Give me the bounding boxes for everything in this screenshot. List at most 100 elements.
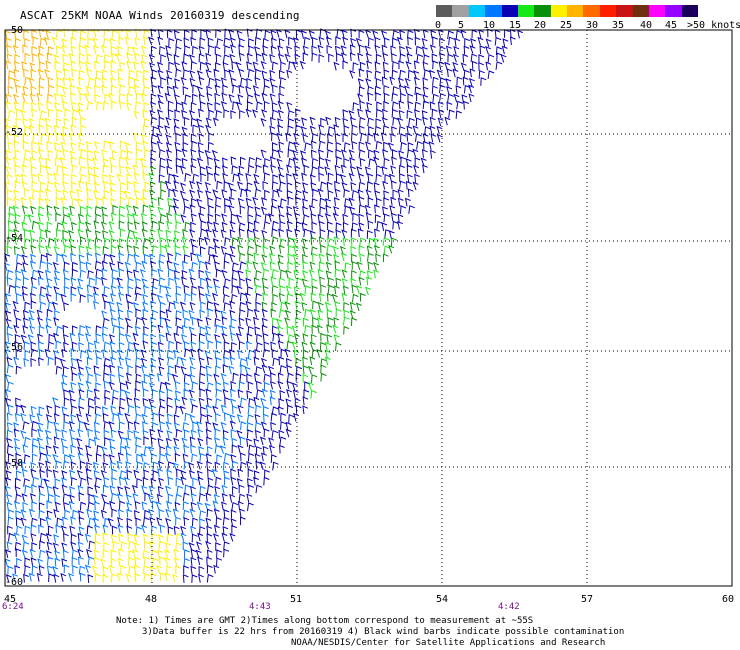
wind-barb — [189, 397, 196, 407]
wind-barb — [219, 445, 226, 454]
wind-barb — [127, 557, 135, 566]
wind-barb — [342, 36, 349, 46]
wind-barb — [152, 557, 159, 567]
wind-barb — [70, 252, 76, 262]
wind-barb — [136, 477, 143, 487]
wind-barb — [141, 501, 148, 511]
wind-barb — [23, 125, 31, 135]
wind-barb — [229, 414, 236, 423]
wind-barb — [214, 165, 221, 175]
wind-barb — [166, 85, 173, 95]
wind-barb — [21, 205, 28, 215]
wind-barb — [135, 148, 142, 158]
wind-barb — [5, 157, 12, 166]
wind-barb — [293, 412, 299, 422]
wind-barb — [94, 245, 101, 255]
wind-barb — [421, 46, 428, 56]
legend-label: 35 — [612, 20, 625, 31]
wind-barb — [47, 301, 55, 311]
wind-barb — [412, 125, 419, 134]
wind-barb — [80, 124, 87, 134]
wind-barb — [235, 332, 242, 342]
wind-barb — [286, 173, 292, 183]
wind-barb — [190, 37, 197, 46]
wind-barb — [184, 94, 191, 103]
wind-barb — [45, 413, 52, 423]
wind-barb — [174, 398, 181, 407]
wind-barb — [135, 292, 142, 302]
wind-barb — [23, 214, 31, 223]
wind-barb — [348, 110, 355, 119]
wind-barb — [30, 245, 37, 254]
wind-barb — [215, 29, 222, 38]
wind-barb — [405, 45, 412, 55]
wind-barb — [286, 388, 292, 398]
wind-barb — [277, 149, 284, 159]
wind-barb — [383, 141, 389, 151]
wind-barb — [309, 356, 316, 366]
wind-barb — [214, 333, 221, 343]
wind-barb — [71, 405, 78, 415]
wind-barb — [24, 52, 31, 62]
legend-label: 15 — [509, 20, 522, 31]
wind-barb — [272, 357, 280, 367]
wind-barb — [376, 220, 384, 230]
wind-barb — [189, 373, 196, 383]
wind-barb — [15, 277, 22, 287]
wind-barb — [214, 92, 221, 102]
wind-barb — [118, 93, 126, 102]
wind-barb — [261, 301, 268, 311]
wind-barb — [134, 286, 142, 295]
wind-barb — [382, 52, 389, 62]
wind-barb — [80, 349, 87, 359]
wind-barb — [237, 468, 244, 478]
wind-barb — [399, 180, 406, 190]
wind-barb — [221, 221, 228, 231]
wind-barb — [87, 397, 95, 407]
wind-barb — [302, 373, 309, 383]
wind-barb — [422, 100, 430, 110]
wind-barb — [151, 389, 158, 398]
wind-barb — [326, 334, 333, 343]
wind-barb — [280, 421, 287, 430]
wind-barb — [31, 542, 38, 551]
wind-barb — [46, 308, 53, 318]
wind-barb — [151, 500, 158, 510]
wind-barb — [55, 524, 62, 534]
wind-barb — [414, 157, 421, 166]
wind-barb — [406, 125, 413, 135]
wind-barb — [237, 404, 244, 414]
wind-barb — [252, 228, 259, 238]
wind-barb — [340, 252, 347, 262]
wind-barb — [196, 181, 203, 190]
wind-barb — [60, 141, 67, 151]
wind-barb — [60, 572, 67, 582]
wind-barb — [180, 365, 187, 375]
wind-barb — [261, 364, 268, 374]
wind-barb — [93, 189, 100, 199]
wind-barb — [230, 44, 236, 54]
wind-barb — [292, 157, 299, 166]
wind-barb — [94, 76, 101, 86]
wind-barb — [293, 269, 300, 279]
wind-barb — [78, 60, 85, 70]
wind-barb — [195, 541, 202, 551]
wind-barb — [37, 52, 44, 62]
wind-barb — [28, 572, 35, 582]
wind-barb — [247, 405, 255, 415]
wind-barb — [133, 110, 140, 119]
wind-barb — [168, 188, 175, 198]
wind-barb — [269, 156, 276, 166]
wind-barb — [38, 502, 45, 511]
wind-barb — [374, 190, 381, 199]
wind-barb — [110, 77, 116, 87]
wind-barb — [141, 196, 148, 206]
wind-barb — [349, 44, 356, 54]
wind-barb — [94, 573, 101, 582]
wind-barb — [196, 470, 203, 480]
wind-barb — [93, 174, 100, 184]
wind-barb — [245, 317, 252, 327]
wind-barb — [248, 397, 255, 407]
wind-barb — [173, 548, 180, 558]
wind-barb — [47, 493, 54, 503]
